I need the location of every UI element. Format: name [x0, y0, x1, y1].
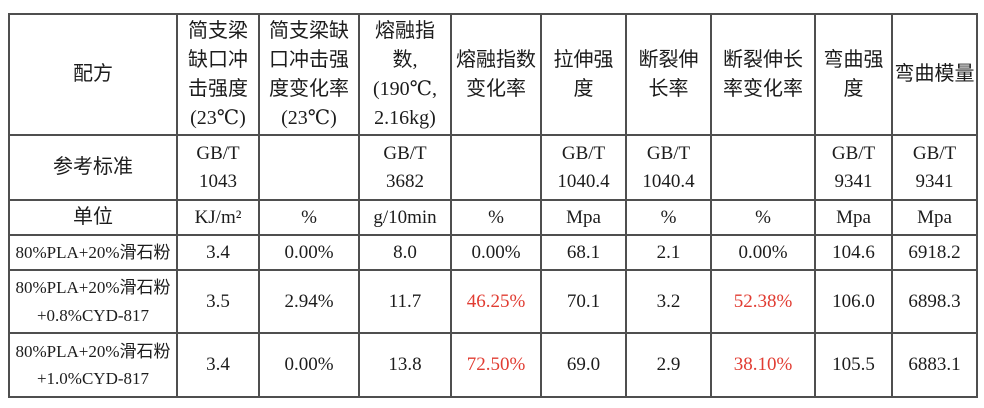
table-cell: 3.4: [176, 234, 260, 271]
col-header-impact-strength: 简支梁 缺口冲 击强度 (23℃): [176, 13, 260, 136]
col-header-formula: 配方: [8, 13, 178, 136]
table-cell: %: [625, 199, 712, 236]
table-cell: 0.00%: [450, 234, 542, 271]
table-cell: %: [710, 199, 816, 236]
reference-standard-row: 参考标准 GB/T 1043 GB/T 3682 GB/T 1040.4 GB/…: [8, 134, 978, 201]
table-cell: 69.0: [540, 332, 627, 398]
table-cell-highlighted: 38.10%: [710, 332, 816, 398]
data-row-pla-talc: 80%PLA+20%滑石粉 3.4 0.00% 8.0 0.00% 68.1 2…: [8, 234, 978, 271]
table-cell: 6918.2: [891, 234, 978, 271]
col-header-melt-index-change: 熔融指数 变化率: [450, 13, 542, 136]
table-cell: [710, 134, 816, 201]
table-cell: 70.1: [540, 269, 627, 334]
table-cell: %: [450, 199, 542, 236]
table-cell: GB/T 3682: [358, 134, 452, 201]
col-header-flexural-modulus: 弯曲模量: [891, 13, 978, 136]
table-cell: [450, 134, 542, 201]
table-cell: 6898.3: [891, 269, 978, 334]
row-label-formula-0.8cyd: 80%PLA+20%滑石粉 +0.8%CYD-817: [8, 269, 178, 334]
col-header-elongation-at-break: 断裂伸 长率: [625, 13, 712, 136]
table-cell: 104.6: [814, 234, 893, 271]
properties-table: 配方 简支梁 缺口冲 击强度 (23℃) 简支梁缺 口冲击强 度变化率 (23℃…: [8, 13, 978, 398]
table-cell: Mpa: [540, 199, 627, 236]
table-cell: GB/T 1040.4: [625, 134, 712, 201]
table-cell: [258, 134, 360, 201]
data-row-pla-talc-0.8cyd: 80%PLA+20%滑石粉 +0.8%CYD-817 3.5 2.94% 11.…: [8, 269, 978, 334]
col-header-flexural-strength: 弯曲强 度: [814, 13, 893, 136]
table-cell: 3.5: [176, 269, 260, 334]
row-label-formula-1.0cyd: 80%PLA+20%滑石粉 +1.0%CYD-817: [8, 332, 178, 398]
table-cell: GB/T 9341: [891, 134, 978, 201]
table-cell: 105.5: [814, 332, 893, 398]
table-cell: 2.94%: [258, 269, 360, 334]
table-cell: 68.1: [540, 234, 627, 271]
table-cell: 2.9: [625, 332, 712, 398]
col-header-melt-index: 熔融指 数, (190℃, 2.16kg): [358, 13, 452, 136]
table-cell: Mpa: [891, 199, 978, 236]
header-row: 配方 简支梁 缺口冲 击强度 (23℃) 简支梁缺 口冲击强 度变化率 (23℃…: [8, 13, 978, 136]
table-cell: Mpa: [814, 199, 893, 236]
table-cell: 3.2: [625, 269, 712, 334]
data-row-pla-talc-1.0cyd: 80%PLA+20%滑石粉 +1.0%CYD-817 3.4 0.00% 13.…: [8, 332, 978, 398]
table-cell: 0.00%: [710, 234, 816, 271]
table-cell: GB/T 1043: [176, 134, 260, 201]
table-cell: 2.1: [625, 234, 712, 271]
table-cell-highlighted: 72.50%: [450, 332, 542, 398]
table-cell-highlighted: 46.25%: [450, 269, 542, 334]
table-cell: GB/T 9341: [814, 134, 893, 201]
table-cell: 13.8: [358, 332, 452, 398]
table-cell: g/10min: [358, 199, 452, 236]
table-cell: 106.0: [814, 269, 893, 334]
table-cell: 6883.1: [891, 332, 978, 398]
table-cell: 0.00%: [258, 332, 360, 398]
row-label-formula-pla-talc: 80%PLA+20%滑石粉: [8, 234, 178, 271]
table-cell: KJ/m²: [176, 199, 260, 236]
table-cell: GB/T 1040.4: [540, 134, 627, 201]
table-cell: 11.7: [358, 269, 452, 334]
col-header-elongation-change: 断裂伸长 率变化率: [710, 13, 816, 136]
table-cell: 8.0: [358, 234, 452, 271]
row-label-unit: 单位: [8, 199, 178, 236]
table-cell: 0.00%: [258, 234, 360, 271]
table-cell: %: [258, 199, 360, 236]
col-header-tensile-strength: 拉伸强 度: [540, 13, 627, 136]
page: 配方 简支梁 缺口冲 击强度 (23℃) 简支梁缺 口冲击强 度变化率 (23℃…: [8, 13, 978, 398]
unit-row: 单位 KJ/m² % g/10min % Mpa % % Mpa Mpa: [8, 199, 978, 236]
table-cell: 3.4: [176, 332, 260, 398]
table-cell-highlighted: 52.38%: [710, 269, 816, 334]
col-header-impact-strength-change: 简支梁缺 口冲击强 度变化率 (23℃): [258, 13, 360, 136]
row-label-reference-standard: 参考标准: [8, 134, 178, 201]
